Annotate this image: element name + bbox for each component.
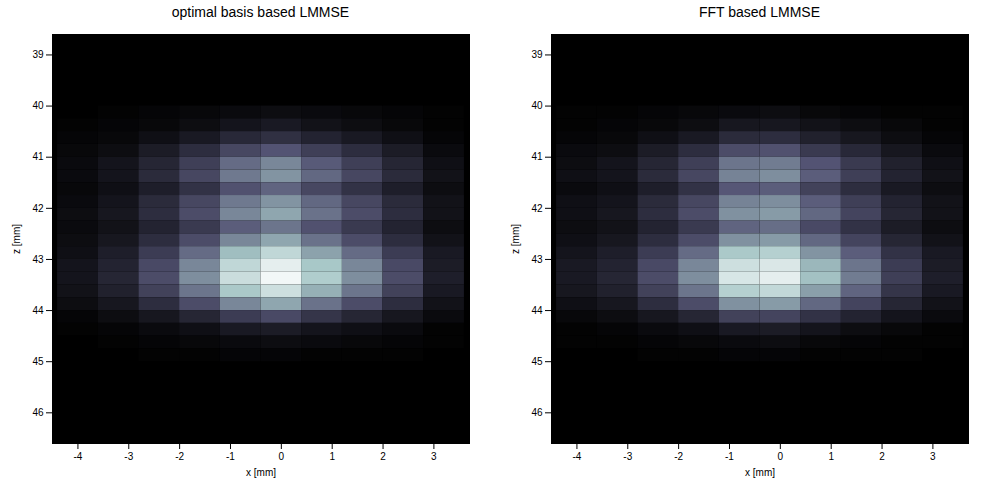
svg-text:-2: -2 <box>175 451 184 462</box>
svg-text:0: 0 <box>279 451 285 462</box>
svg-text:-1: -1 <box>226 451 235 462</box>
svg-text:40: 40 <box>531 100 543 111</box>
svg-text:46: 46 <box>32 407 44 418</box>
svg-text:x [mm]: x [mm] <box>745 467 775 478</box>
svg-text:-1: -1 <box>725 451 734 462</box>
html-text:optimal basis based LMMSE: optimal basis based LMMSE <box>171 4 350 20</box>
svg-text:41: 41 <box>32 151 44 162</box>
svg-text:z [mm]: z [mm] <box>11 224 22 254</box>
svg-text:-3: -3 <box>124 451 133 462</box>
svg-text:45: 45 <box>531 356 543 367</box>
svg-text:43: 43 <box>531 254 543 265</box>
svg-text:1: 1 <box>828 451 834 462</box>
svg-text:46: 46 <box>531 407 543 418</box>
svg-text:39: 39 <box>32 49 44 60</box>
svg-text:43: 43 <box>32 254 44 265</box>
svg-text:40: 40 <box>32 100 44 111</box>
svg-text:44: 44 <box>32 305 44 316</box>
svg-text:2: 2 <box>380 451 386 462</box>
svg-text:-3: -3 <box>623 451 632 462</box>
svg-text:44: 44 <box>531 305 543 316</box>
svg-text:0: 0 <box>778 451 784 462</box>
svg-text:1: 1 <box>329 451 335 462</box>
svg-text:-2: -2 <box>674 451 683 462</box>
svg-text:x [mm]: x [mm] <box>246 467 276 478</box>
svg-text:39: 39 <box>531 49 543 60</box>
svg-text:z [mm]: z [mm] <box>510 224 521 254</box>
svg-text:3: 3 <box>431 451 437 462</box>
svg-text:45: 45 <box>32 356 44 367</box>
svg-text:42: 42 <box>531 203 543 214</box>
svg-text:2: 2 <box>879 451 885 462</box>
html-text:FFT based LMMSE: FFT based LMMSE <box>698 4 821 20</box>
svg-text:-4: -4 <box>572 451 581 462</box>
svg-text:3: 3 <box>930 451 936 462</box>
svg-text:-4: -4 <box>73 451 82 462</box>
svg-text:41: 41 <box>531 151 543 162</box>
svg-text:42: 42 <box>32 203 44 214</box>
